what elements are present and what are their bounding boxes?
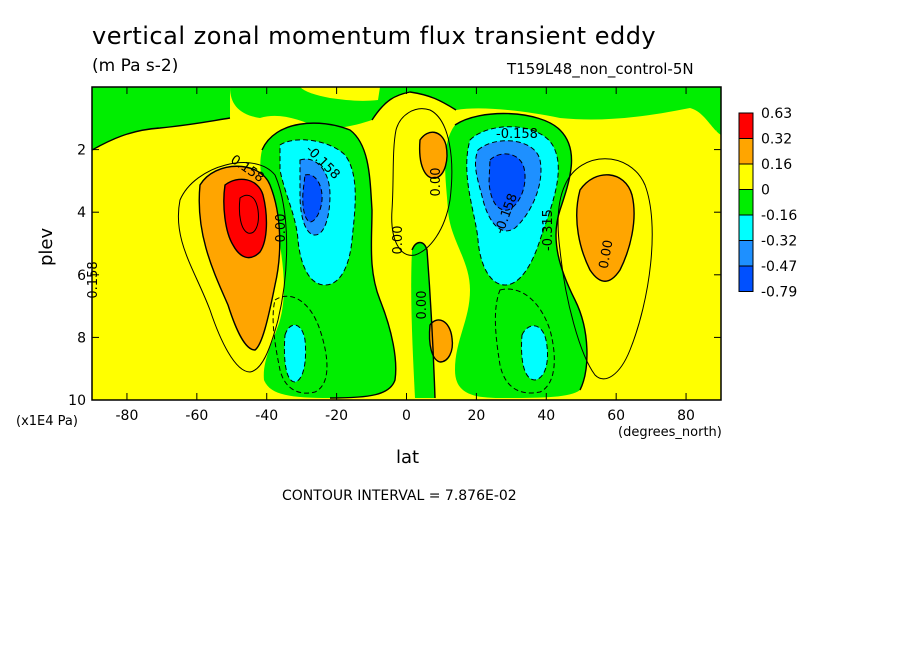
field-positive-nh <box>576 174 635 282</box>
y-axis: 2 4 6 8 10 <box>68 143 721 409</box>
contour-label: 0.00 <box>391 226 406 255</box>
field-negative-nh-4 <box>489 153 526 211</box>
x-tick-label: 40 <box>537 408 555 424</box>
legend-label: 0 <box>761 183 770 199</box>
legend-swatch <box>738 189 754 216</box>
field-negative-nh-low <box>521 325 548 380</box>
x-tick-label: 20 <box>467 408 485 424</box>
y-axis-unit: (x1E4 Pa) <box>16 414 78 429</box>
legend-swatch <box>738 265 754 292</box>
x-tick-label: -60 <box>185 408 208 424</box>
y-tick-label: 4 <box>77 205 86 221</box>
y-tick-label: 10 <box>68 393 86 409</box>
field-negative-sh-4 <box>302 174 323 222</box>
color-legend: 0.63 0.32 0.16 0 -0.16 -0.32 -0.47 -0.79 <box>738 106 797 301</box>
filled-contours <box>92 87 721 400</box>
contour-label: 0.158 <box>86 261 101 298</box>
field-negative-top <box>92 87 721 135</box>
y-tick-label: 6 <box>77 268 86 284</box>
field-positive-eq-top <box>419 132 447 179</box>
legend-label: -0.16 <box>761 208 797 224</box>
y-tick-label: 2 <box>77 143 86 159</box>
field-top-patch <box>300 87 380 101</box>
run-label: T159L48_non_control-5N <box>507 60 694 78</box>
field-positive-eq-low <box>429 319 453 362</box>
chart-title: vertical zonal momentum flux transient e… <box>92 22 657 50</box>
legend-swatch <box>738 112 754 139</box>
x-tick-label: 0 <box>402 408 411 424</box>
contour-label: 0.00 <box>434 286 449 315</box>
legend-label: 0.63 <box>761 106 792 122</box>
legend-swatch <box>738 214 754 241</box>
x-axis: -80 -60 -40 -20 0 20 40 60 80 <box>116 87 695 424</box>
legend-swatch <box>738 163 754 190</box>
x-axis-label: lat <box>396 447 420 468</box>
legend-swatch <box>738 138 754 165</box>
x-axis-unit: (degrees_north) <box>618 425 722 440</box>
x-tick-label: -80 <box>116 408 139 424</box>
y-tick-label: 8 <box>77 330 86 346</box>
contour-label: -0.315 <box>541 209 556 251</box>
x-tick-label: 80 <box>677 408 695 424</box>
chart-units: (m Pa s-2) <box>92 56 179 76</box>
field-positive-sh-max <box>223 179 267 258</box>
field-negative-sh-low <box>284 324 306 382</box>
contour-label: -0.158 <box>496 127 538 142</box>
legend-swatch <box>738 240 754 267</box>
legend-label: -0.79 <box>761 285 797 301</box>
contour-interval: CONTOUR INTERVAL = 7.876E-02 <box>282 488 517 504</box>
legend-label: 0.32 <box>761 132 792 148</box>
x-tick-label: -20 <box>325 408 348 424</box>
contour-label: 0.00 <box>274 214 289 243</box>
contour-label: 0.00 <box>429 168 444 197</box>
contour-label: 0.00 <box>415 291 430 320</box>
legend-label: -0.32 <box>761 234 797 250</box>
legend-label: -0.47 <box>761 259 797 275</box>
x-tick-label: 60 <box>607 408 625 424</box>
legend-label: 0.16 <box>761 157 792 173</box>
contour-lines <box>92 91 653 399</box>
x-tick-label: -40 <box>255 408 278 424</box>
negative-contour-lines <box>272 126 559 394</box>
contour-label: 0.00 <box>597 239 617 270</box>
